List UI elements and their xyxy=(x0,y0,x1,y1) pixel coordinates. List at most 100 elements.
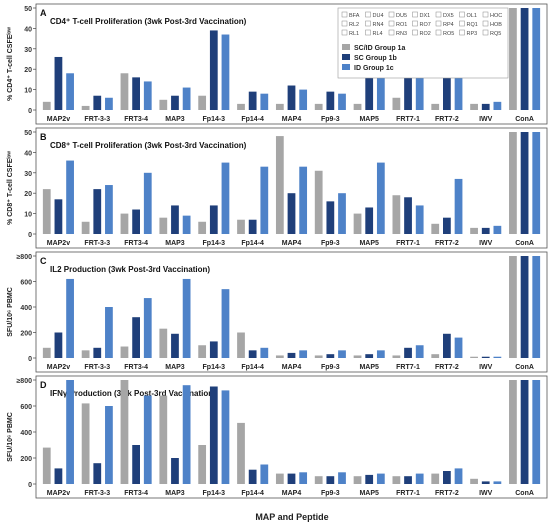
x-tick-label: MAP5 xyxy=(359,116,379,123)
bar xyxy=(182,278,191,358)
bar xyxy=(159,328,168,358)
x-tick-label: MAP4 xyxy=(282,490,302,497)
bar xyxy=(520,8,529,110)
y-tick-label: 0 xyxy=(28,108,32,115)
x-tick-label: Fp14-4 xyxy=(241,364,264,371)
bar xyxy=(93,463,102,484)
x-tick-label: FRT7-1 xyxy=(396,116,420,123)
bar xyxy=(66,160,74,234)
bar xyxy=(209,386,218,484)
bar xyxy=(42,101,51,110)
legend-swatch xyxy=(459,11,465,18)
bar xyxy=(376,473,385,484)
bar xyxy=(326,91,335,110)
legend-subject-label: RO5 xyxy=(443,31,454,37)
bar xyxy=(314,355,323,358)
x-tick-label: Fp9-3 xyxy=(321,364,340,371)
y-axis-label: % CD8⁺ T-cell CSFEˡᵒʷ xyxy=(7,151,14,225)
legend-subject-label: BFA xyxy=(349,13,360,19)
bar xyxy=(338,93,346,110)
legend-subject-label: HOC xyxy=(490,13,502,19)
bar xyxy=(353,213,362,234)
bar xyxy=(198,345,207,358)
bar xyxy=(81,350,90,358)
bar xyxy=(314,103,323,110)
bar xyxy=(132,445,140,484)
legend-group-label: SC/ID Group 1a xyxy=(354,45,405,52)
legend-group-swatch xyxy=(342,44,350,50)
bar xyxy=(287,473,296,484)
bar xyxy=(404,347,412,358)
bar xyxy=(260,464,269,484)
x-tick-label: Fp9-3 xyxy=(321,490,340,497)
x-tick-label: MAP3 xyxy=(165,240,185,247)
x-tick-label: FRT7-1 xyxy=(396,240,420,247)
legend-subject-label: RL2 xyxy=(349,22,359,28)
bar xyxy=(132,209,140,234)
bar xyxy=(221,390,230,484)
bar xyxy=(275,355,284,358)
bar xyxy=(493,101,502,110)
y-tick-label: 400 xyxy=(20,430,32,437)
legend-subject-label: DU4 xyxy=(373,13,384,19)
x-tick-label: MAP5 xyxy=(359,490,379,497)
bar xyxy=(392,97,401,110)
panel-title: CD8⁺ T-cell Proliferation (3wk Post-3rd … xyxy=(50,141,247,150)
legend-swatch xyxy=(365,20,371,27)
legend-swatch xyxy=(388,11,395,18)
bar xyxy=(404,476,412,484)
y-tick-label: 10 xyxy=(24,88,32,95)
bar xyxy=(326,201,335,234)
bar xyxy=(314,170,323,234)
panel-letter: D xyxy=(40,380,47,390)
bar xyxy=(299,350,308,358)
bar xyxy=(443,217,451,234)
bar xyxy=(182,215,191,234)
legend-subject-label: RQ5 xyxy=(490,31,501,37)
bar xyxy=(404,197,412,234)
bar xyxy=(509,8,517,110)
bar xyxy=(481,227,490,234)
y-tick-label: 40 xyxy=(24,26,32,33)
bar xyxy=(209,341,218,358)
bar xyxy=(260,166,269,234)
bar xyxy=(54,468,63,484)
x-tick-label: ConA xyxy=(515,490,534,497)
x-tick-label: Fp14-4 xyxy=(241,240,264,247)
x-tick-label: Fp14-3 xyxy=(203,116,226,123)
y-tick-label: 0 xyxy=(28,356,32,363)
bar xyxy=(237,332,245,358)
bar xyxy=(314,476,323,484)
y-tick-label: 600 xyxy=(20,280,32,287)
legend-subject-label: RN4 xyxy=(373,22,384,28)
legend-group-swatch xyxy=(342,54,350,60)
bar xyxy=(520,256,529,358)
bar xyxy=(299,89,308,110)
bar xyxy=(481,481,490,484)
y-tick-label: 10 xyxy=(24,212,32,219)
y-tick-label: 50 xyxy=(24,6,32,13)
x-tick-label: MAP3 xyxy=(165,116,185,123)
legend-swatch xyxy=(412,11,418,18)
y-tick-label: 40 xyxy=(24,150,32,157)
x-tick-label: IWV xyxy=(479,364,493,371)
bar xyxy=(365,354,374,358)
bar xyxy=(481,103,490,110)
y-tick-label: 200 xyxy=(20,456,32,463)
y-tick-label: 50 xyxy=(24,130,32,137)
bar xyxy=(105,406,113,484)
legend-frame xyxy=(337,7,509,79)
bar xyxy=(182,87,191,110)
x-tick-label: FRT7-2 xyxy=(435,490,459,497)
x-tick-label: MAP2v xyxy=(47,116,70,123)
legend-swatch xyxy=(435,20,442,27)
panel-title: CD4⁺ T-cell Proliferation (3wk Post-3rd … xyxy=(50,17,247,26)
x-tick-label: Fp9-3 xyxy=(321,240,340,247)
bar xyxy=(42,189,51,234)
x-tick-label: Fp9-3 xyxy=(321,116,340,123)
legend-subject-label: DX1 xyxy=(420,13,431,19)
bar xyxy=(493,225,502,234)
